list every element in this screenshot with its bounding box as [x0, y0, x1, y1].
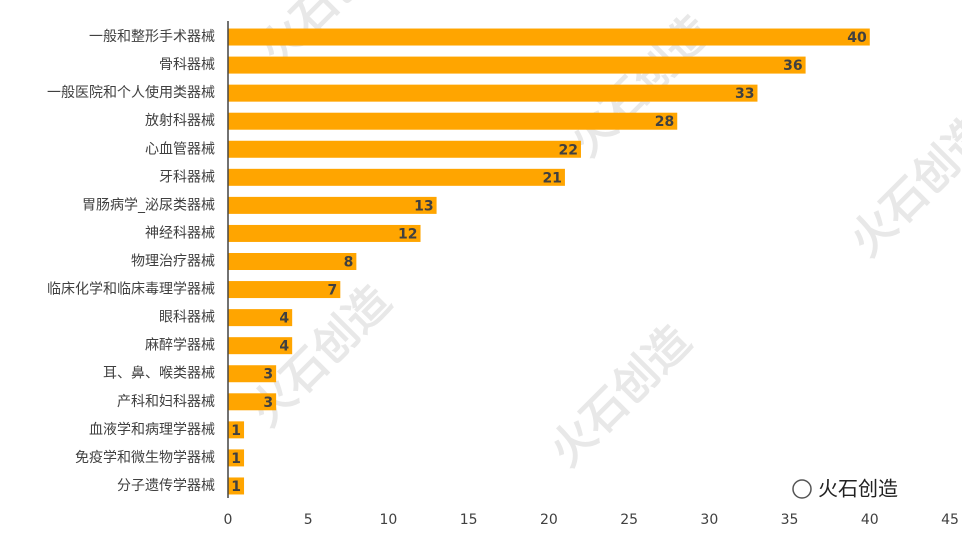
value-label: 3: [263, 367, 273, 383]
value-label: 8: [344, 255, 354, 271]
value-label: 1: [231, 451, 241, 467]
x-tick-label: 20: [540, 512, 558, 528]
bar: [228, 281, 341, 299]
value-label: 22: [558, 142, 577, 158]
x-tick-label: 10: [380, 512, 398, 528]
value-label: 4: [279, 311, 289, 327]
y-tick-label: 眼科器械: [159, 310, 215, 326]
y-tick-label: 胃肠病学_泌尿类器械: [82, 197, 215, 213]
bar: [228, 140, 581, 158]
logo-icon: [792, 479, 812, 499]
value-label: 7: [328, 283, 338, 299]
value-label: 12: [398, 226, 417, 242]
watermark: 火石创造: [540, 316, 701, 477]
bar: [228, 28, 870, 46]
y-tick-label: 麻醉学器械: [145, 338, 215, 354]
y-tick-label: 牙科器械: [159, 169, 215, 185]
value-label: 40: [847, 30, 867, 46]
x-tick-label: 5: [304, 512, 313, 528]
bar: [228, 393, 277, 411]
value-label: 13: [414, 198, 433, 214]
x-tick-label: 30: [700, 512, 718, 528]
bar: [228, 196, 437, 214]
value-label: 33: [735, 86, 754, 102]
logo: 火石创造: [792, 477, 898, 501]
y-tick-label: 血液学和病理学器械: [89, 422, 215, 438]
value-label: 4: [279, 339, 289, 355]
watermark: 火石创造: [240, 276, 401, 437]
y-tick-label: 物理治疗器械: [131, 254, 215, 270]
bar: [228, 421, 245, 439]
y-tick-label: 分子遗传学器械: [117, 478, 215, 494]
value-label: 1: [231, 423, 241, 439]
x-tick-label: 15: [460, 512, 478, 528]
value-label: 3: [263, 395, 273, 411]
x-tick-label: 45: [941, 512, 959, 528]
y-tick-label: 耳、鼻、喉类器械: [103, 365, 215, 382]
value-label: 36: [783, 58, 802, 74]
value-label: 21: [542, 170, 561, 186]
bar: [228, 224, 421, 242]
bar: [228, 309, 293, 327]
logo-text: 火石创造: [818, 477, 898, 501]
y-tick-label: 放射科器械: [145, 113, 215, 129]
x-tick-label: 0: [224, 512, 233, 528]
bar: [228, 112, 678, 130]
x-tick-label: 25: [620, 512, 638, 528]
bar: [228, 477, 245, 495]
y-tick-label: 一般和整形手术器械: [89, 29, 215, 45]
bar: [228, 168, 565, 186]
x-tick-label: 35: [781, 512, 799, 528]
bar: [228, 253, 357, 270]
y-tick-label: 神经科器械: [145, 225, 215, 241]
value-label: 28: [655, 114, 674, 130]
y-tick-label: 免疫学和微生物学器械: [75, 450, 215, 466]
bar: [228, 56, 806, 74]
x-tick-label: 40: [861, 512, 879, 528]
value-label: 1: [231, 479, 241, 495]
y-tick-label: 骨科器械: [159, 57, 215, 73]
bar: [228, 449, 245, 467]
y-tick-label: 临床化学和临床毒理学器械: [47, 282, 215, 298]
bar: [228, 84, 758, 102]
y-tick-label: 产科和妇科器械: [117, 393, 215, 410]
bar: [228, 337, 293, 355]
watermark: 火石创造: [840, 106, 962, 267]
y-tick-label: 一般医院和个人使用类器械: [47, 84, 215, 101]
bar: [228, 365, 277, 383]
y-tick-label: 心血管器械: [145, 141, 215, 157]
